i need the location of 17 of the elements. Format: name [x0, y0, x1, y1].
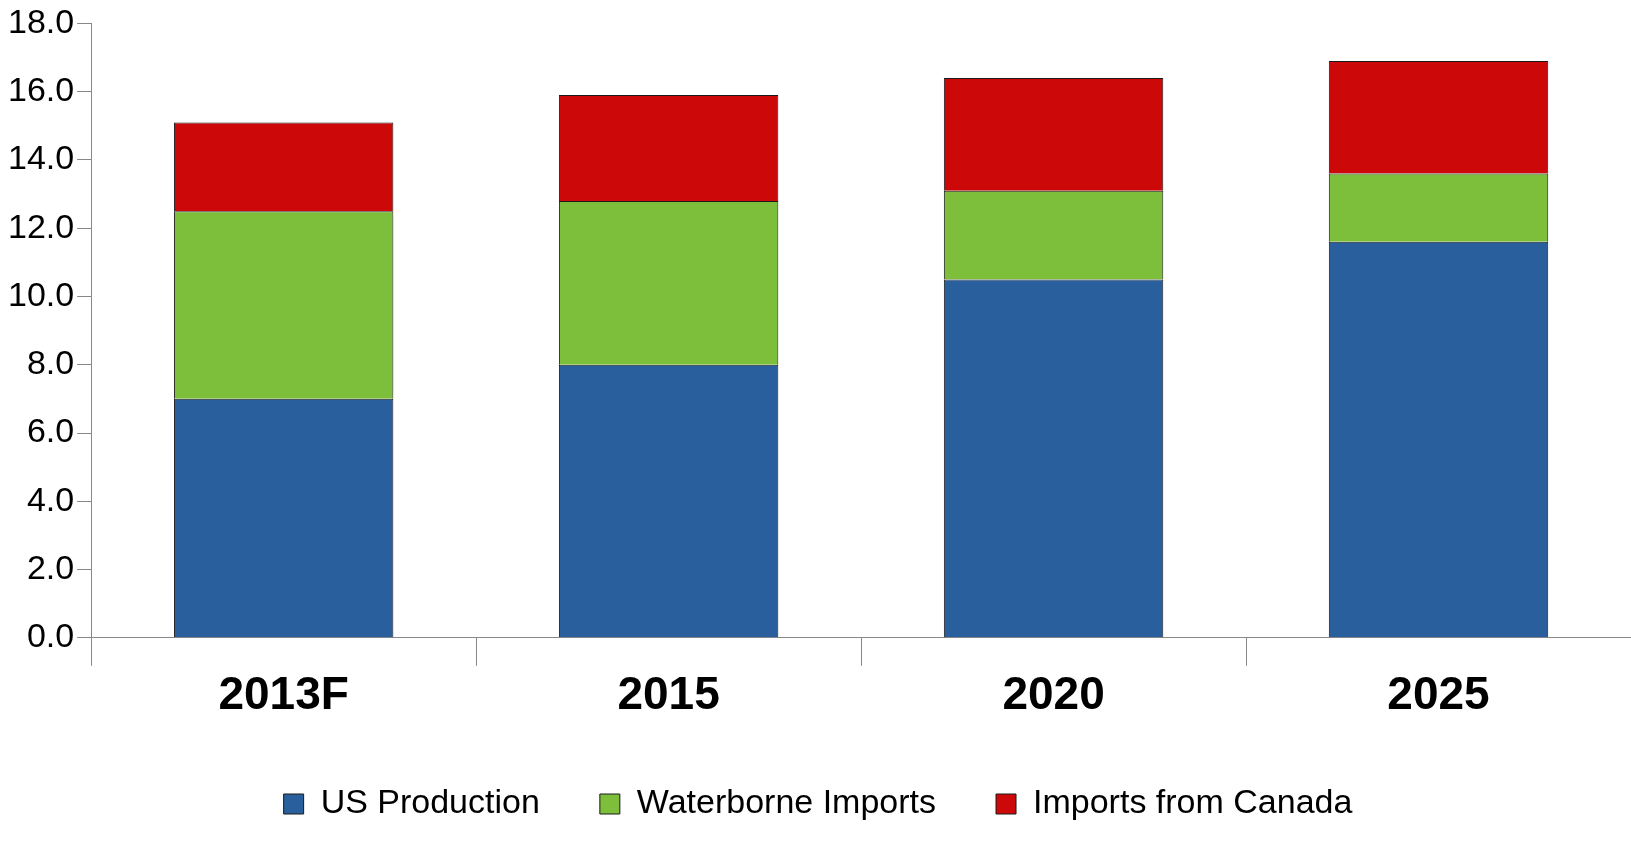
y-tick-label: 16.0	[7, 70, 75, 109]
y-tick-label: 4.0	[26, 479, 75, 518]
y-tick-label: 0.0	[26, 616, 75, 655]
y-tick-label: 18.0	[7, 1, 75, 40]
x-tick-label: 2015	[617, 667, 720, 720]
y-tick-label: 10.0	[7, 274, 75, 313]
y-tick-label: 12.0	[7, 206, 75, 245]
x-tick-label: 2025	[1387, 667, 1490, 720]
y-tick-label: 8.0	[26, 343, 75, 382]
x-tick-label: 2013F	[218, 667, 349, 720]
legend-label: US Production	[320, 782, 540, 821]
y-tick-label: 6.0	[26, 411, 75, 450]
legend-label: Waterborne Imports	[636, 782, 937, 821]
y-tick-label: 14.0	[7, 138, 75, 177]
legend-label: Imports from Canada	[1033, 782, 1353, 821]
x-tick-label: 2020	[1002, 667, 1105, 720]
y-tick-label: 2.0	[26, 547, 75, 586]
